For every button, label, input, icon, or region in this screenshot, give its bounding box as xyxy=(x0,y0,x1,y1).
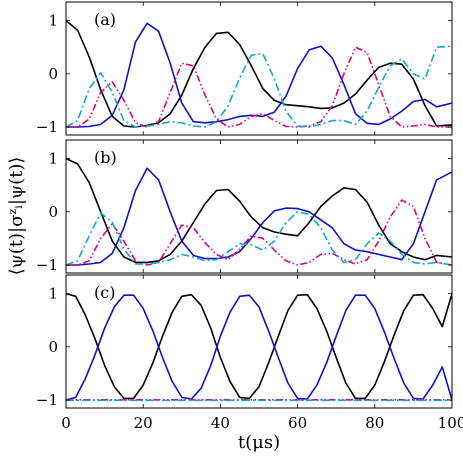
series-line-1 xyxy=(66,157,452,264)
series-line-2 xyxy=(66,294,452,401)
y-tick-label: 0 xyxy=(48,65,58,83)
panel-3: 1 0 −1 (c) xyxy=(36,274,453,409)
y-tick-label: −1 xyxy=(36,256,58,274)
panel-frame xyxy=(65,274,453,409)
panel-label: (b) xyxy=(94,148,117,167)
series-line-4 xyxy=(66,45,452,128)
x-axis-label: t(μs) xyxy=(238,432,280,453)
series-line-2 xyxy=(66,22,452,128)
y-tick-label: 0 xyxy=(48,338,58,356)
y-tick-label: 1 xyxy=(48,150,58,168)
x-tick-label: 60 xyxy=(288,414,307,432)
panel-frame xyxy=(65,1,453,136)
series-line-1 xyxy=(66,292,452,400)
x-tick-label: 20 xyxy=(134,414,153,432)
x-tick-label: 100 xyxy=(438,414,463,432)
y-tick-label: 1 xyxy=(48,285,58,303)
panel-2: 1 0 −1 (b) xyxy=(36,139,453,274)
series-group xyxy=(66,292,452,402)
series-group xyxy=(66,157,452,266)
panel-1: 1 0 −1 (a) xyxy=(36,1,453,136)
panel-label: (a) xyxy=(94,10,116,29)
y-tick-label: 0 xyxy=(48,203,58,221)
panels-group: 1 0 −1 (a) 1 0 −1 (b) 1 0 −1 (c) xyxy=(36,1,453,409)
y-tick-label: −1 xyxy=(36,118,58,136)
y-axis-label: ⟨ψ(t)|σᶻᵢ|ψ(t)⟩ xyxy=(6,157,27,276)
series-line-3 xyxy=(66,199,452,266)
x-tick-label: 40 xyxy=(211,414,230,432)
series-line-1 xyxy=(66,19,452,128)
series-line-4 xyxy=(66,211,452,266)
y-tick-label: 1 xyxy=(48,12,58,30)
series-line-2 xyxy=(66,167,452,266)
x-tick-label: 0 xyxy=(61,414,71,432)
y-tick-label: −1 xyxy=(36,391,58,409)
x-tick-label: 80 xyxy=(365,414,384,432)
panel-label: (c) xyxy=(94,283,115,302)
x-tick-labels: 0 20 40 60 80 100 xyxy=(61,414,463,432)
series-line-3 xyxy=(66,46,452,128)
series-group xyxy=(66,19,452,128)
panel-frame xyxy=(65,139,453,274)
